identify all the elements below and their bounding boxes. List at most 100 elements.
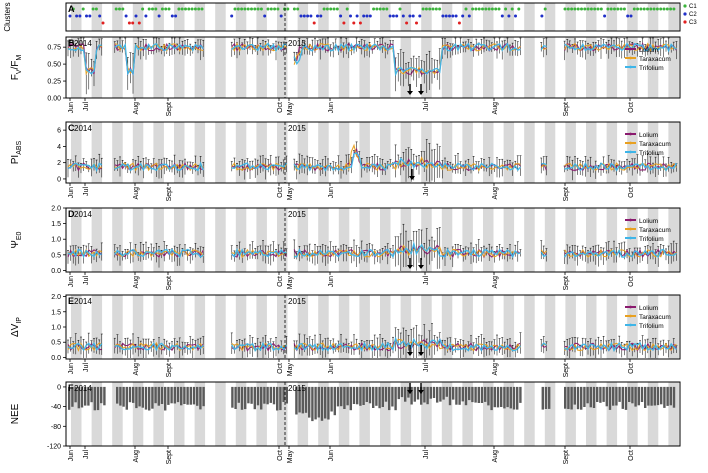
nee-bar (628, 386, 631, 402)
cluster-point-C1 (471, 7, 475, 11)
cluster-point-C1 (151, 7, 154, 11)
month-label-oct: Oct (628, 102, 635, 113)
panel-frames (63, 2, 681, 449)
cluster-point-C1 (659, 7, 663, 11)
month-label-oct: Oct (277, 102, 284, 113)
panel-frame-0 (65, 2, 681, 32)
band-2-14 (359, 122, 370, 183)
nee-bar (250, 386, 253, 404)
y-tick-label: 6 (57, 128, 61, 135)
month-label-aug: Aug (133, 450, 140, 463)
nee-bar (672, 386, 676, 408)
legend-label-trifolium: Trifolium (639, 65, 664, 72)
cluster-point-C2 (391, 14, 395, 18)
nee-bar (407, 386, 410, 398)
cluster-point-C3 (358, 21, 362, 25)
cluster-point-C1 (636, 7, 640, 11)
nee-bar (279, 386, 282, 411)
band-2-18 (441, 122, 453, 183)
band-2-22 (524, 122, 535, 183)
cluster-point-C1 (276, 7, 280, 11)
band-5-21 (503, 382, 515, 446)
band-0-23 (544, 3, 556, 31)
legend-label-taraxacum: Taraxacum (639, 141, 671, 148)
nee-bar (144, 386, 148, 410)
band-0-5 (174, 3, 185, 31)
month-label-oct: Oct (628, 450, 635, 461)
nee-bar (244, 386, 247, 410)
nee-bar (615, 386, 618, 406)
band-5-29 (668, 382, 679, 446)
nee-bar (637, 386, 640, 406)
band-5-23 (544, 382, 556, 446)
band-1-1 (91, 37, 103, 98)
nee-bar (253, 386, 256, 410)
month-label-jul: Jul (83, 276, 90, 285)
nee-bar (644, 386, 647, 408)
band-4-9 (256, 295, 267, 359)
nee-bar (631, 386, 634, 404)
nee-bar (461, 386, 464, 402)
cluster-point-C1 (428, 7, 432, 11)
band-5-28 (647, 382, 659, 446)
cluster-point-C2 (365, 14, 369, 18)
y-tick-label: 2.0 (51, 294, 61, 301)
nee-bar (282, 386, 285, 402)
band-3-17 (421, 208, 432, 272)
band-2-26 (606, 122, 618, 183)
band-2-11 (297, 122, 309, 183)
nee-bar (189, 386, 192, 405)
band-4-26 (606, 295, 618, 359)
band-3-21 (503, 208, 515, 272)
nee-bar (503, 386, 506, 409)
nee-bar (378, 386, 381, 409)
nee-bar (394, 386, 397, 411)
cluster-point-C1 (639, 7, 643, 11)
cluster-point-C2 (319, 14, 323, 18)
y-axis-label-C: PIABS (10, 140, 23, 164)
cluster-point-C1 (378, 7, 382, 11)
month-label-aug: Aug (492, 102, 499, 115)
nee-bar (116, 386, 119, 404)
nee-bar (266, 386, 269, 405)
nee-bar (452, 386, 455, 400)
cluster-point-C1 (596, 7, 600, 11)
nee-bar (445, 386, 448, 397)
cluster-point-C1 (193, 7, 197, 11)
band-3-8 (235, 208, 247, 272)
nee-bar (346, 386, 349, 406)
cluster-point-C1 (464, 7, 468, 11)
band-3-23 (544, 208, 556, 272)
band-5-25 (586, 382, 597, 446)
band-3-12 (318, 208, 329, 272)
cluster-point-C1 (424, 7, 428, 11)
band-0-17 (421, 3, 432, 31)
month-label-oct: Oct (628, 187, 635, 198)
month-label-aug: Aug (133, 363, 140, 376)
y-tick-label: 0.5 (51, 340, 61, 347)
year-label-2014: 2014 (74, 384, 92, 393)
event-arrowhead (409, 176, 415, 180)
nee-bar (340, 386, 343, 407)
nee-bar (84, 386, 87, 406)
band-4-5 (174, 295, 185, 359)
nee-bar (173, 386, 176, 404)
nee-bar (71, 386, 74, 407)
band-1-5 (174, 37, 185, 98)
cluster-point-C2 (368, 14, 372, 18)
y-tick-label: -120 (47, 444, 61, 451)
nee-bar (128, 386, 132, 403)
month-label-aug: Aug (133, 187, 140, 200)
band-3-10 (277, 208, 288, 272)
band-1-2 (112, 37, 123, 98)
cluster-point-C2 (299, 14, 303, 18)
legend-swatch-C1 (683, 4, 687, 8)
band-1-14 (359, 37, 370, 98)
cluster-point-C2 (263, 14, 267, 18)
band-3-19 (462, 208, 473, 272)
nee-bar (564, 386, 567, 409)
y-tick-label: 0 (57, 384, 61, 391)
nee-bar (487, 386, 490, 406)
event-arrowhead (418, 390, 424, 394)
nee-bar (298, 386, 301, 413)
